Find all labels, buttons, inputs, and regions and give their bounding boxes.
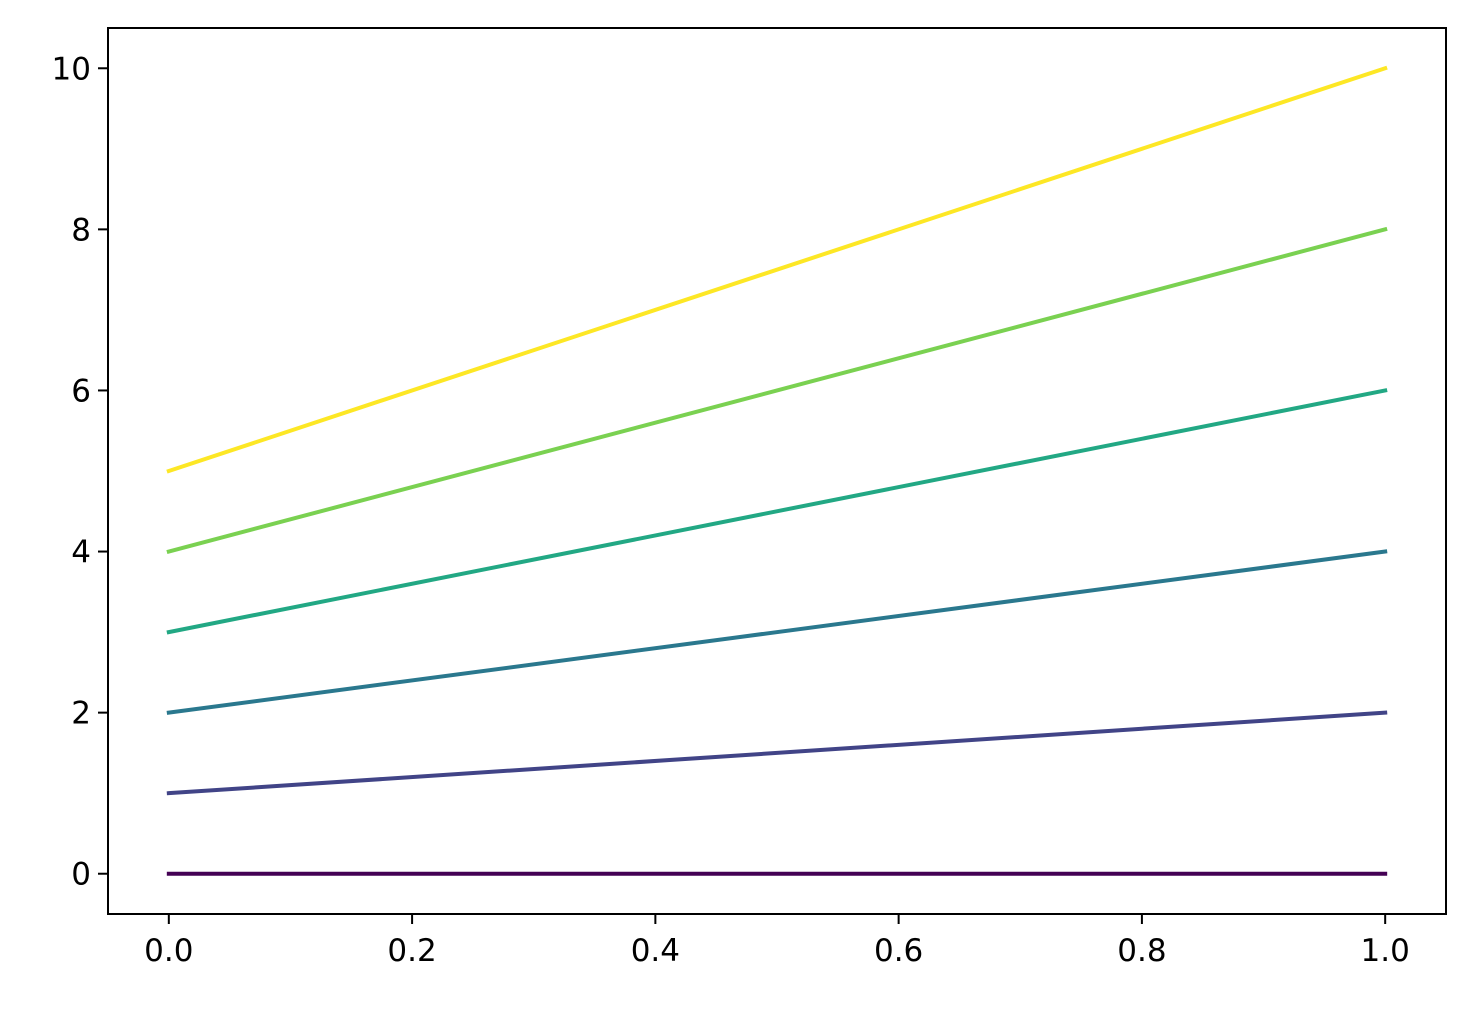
x-tick-label: 0.2 [387, 933, 436, 969]
y-tick-label: 0 [71, 857, 91, 893]
y-tick-label: 10 [52, 51, 91, 87]
x-tick-label: 0.8 [1117, 933, 1166, 969]
x-tick-label: 0.6 [874, 933, 923, 969]
y-tick-label: 2 [71, 696, 91, 732]
series-line-3 [166, 388, 1388, 635]
y-axis: 0 2 4 6 8 10 [52, 51, 108, 893]
y-tick-label: 4 [71, 535, 91, 571]
x-tick-label: 1.0 [1361, 933, 1410, 969]
series-line-1 [166, 710, 1388, 796]
x-tick-label: 0.4 [631, 933, 680, 969]
x-axis: 0.0 0.2 0.4 0.6 0.8 1.0 [144, 914, 1410, 969]
series-line-4 [166, 226, 1388, 554]
series-layer [166, 65, 1388, 876]
y-tick-label: 8 [71, 212, 91, 248]
series-line-2 [166, 549, 1388, 715]
series-line-5 [166, 65, 1388, 474]
y-tick-label: 6 [71, 373, 91, 409]
plot-frame [107, 27, 1447, 915]
x-tick-label: 0.0 [144, 933, 193, 969]
